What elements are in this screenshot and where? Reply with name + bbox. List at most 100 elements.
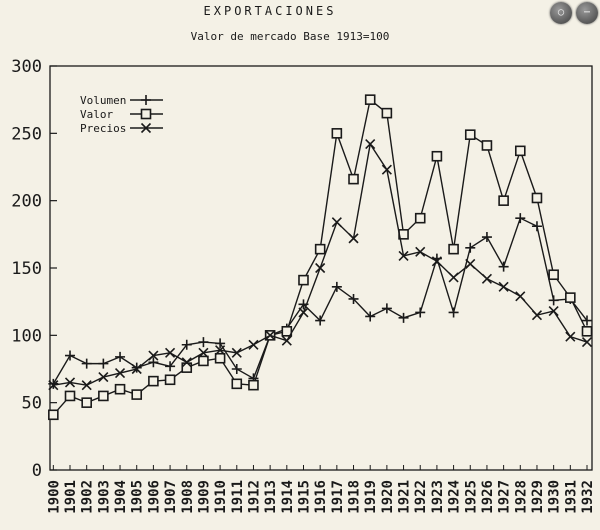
data-point-volumen [398,312,409,323]
data-point-precios [64,377,76,388]
x-tick-label: 1926 [480,480,496,514]
data-point-volumen [365,311,376,322]
data-point-volumen [381,303,392,314]
data-point-valor [214,352,226,364]
data-point-precios [465,258,476,270]
data-point-precios [248,339,259,350]
data-point-volumen [498,261,509,272]
data-point-volumen [315,315,326,326]
data-point-precios [348,233,359,244]
data-point-volumen [48,378,59,389]
legend-marker-volumen [141,95,151,105]
x-tick-label: 1923 [430,480,446,514]
data-point-volumen [481,232,492,243]
data-point-precios [331,217,342,228]
x-tick-label: 1906 [146,480,162,514]
data-point-valor [565,292,576,303]
data-point-valor [131,389,143,400]
series-line-volumen [52,217,588,385]
data-point-volumen [581,315,592,326]
x-tick-label: 1920 [380,480,396,514]
data-point-precios [415,246,426,257]
zoom-icon: ◯ [557,7,565,18]
data-point-valor [548,269,559,281]
data-point-precios [198,347,209,358]
data-point-volumen [165,361,176,372]
x-tick-label: 1929 [530,480,546,514]
data-point-precios [281,335,292,346]
data-point-precios [231,347,242,358]
x-tick-label: 1927 [497,480,513,514]
data-point-valor [348,173,359,185]
x-tick-label: 1915 [296,480,312,514]
data-point-volumen [148,357,159,368]
data-point-valor [514,145,526,157]
legend-marker-valor [140,108,152,120]
data-point-precios [181,357,192,368]
data-point-valor [81,397,92,408]
chart-subtitle: Valor de mercado Base 1913=100 [190,30,390,43]
y-tick-label: 100 [11,326,42,346]
y-tick-label: 250 [11,124,42,144]
data-point-precios [548,306,559,317]
x-tick-label: 1907 [163,480,179,514]
x-tick-label: 1910 [213,480,229,514]
data-point-precios [148,350,159,361]
x-tick-label: 1921 [397,480,413,514]
data-point-valor [498,195,509,206]
x-tick-label: 1909 [196,480,212,514]
data-point-valor [164,374,176,386]
x-tick-label: 1919 [363,480,379,514]
data-point-valor [114,383,126,395]
data-point-volumen [115,351,126,362]
x-tick-label: 1931 [563,480,579,514]
y-tick-label: 200 [11,192,42,212]
x-tick-label: 1912 [246,480,262,514]
x-tick-label: 1924 [447,480,463,514]
x-tick-label: 1904 [113,480,129,514]
data-point-volumen [531,221,542,232]
x-tick-label: 1900 [46,480,62,514]
data-point-precios [398,250,409,261]
data-point-valor [298,274,309,286]
x-tick-label: 1916 [313,480,329,514]
x-tick-label: 1902 [80,480,96,514]
data-point-valor [98,390,109,402]
x-tick-label: 1908 [180,480,196,514]
data-point-volumen [231,364,242,374]
data-point-precios [431,256,442,267]
data-point-valor [481,140,493,151]
data-point-valor [431,150,443,162]
data-point-volumen [81,358,92,369]
data-point-valor [464,129,476,140]
x-tick-label: 1918 [347,480,363,514]
data-point-volumen [98,358,109,369]
x-tick-label: 1911 [230,480,246,514]
data-point-precios [48,380,59,391]
grid-view-button[interactable]: ⋯ [576,2,598,24]
data-point-volumen [415,307,426,318]
data-point-volumen [465,242,476,253]
zoom-button[interactable]: ◯ [550,2,572,24]
data-point-volumen [65,350,76,361]
data-point-valor [281,325,293,337]
data-point-precios [165,347,176,358]
y-tick-label: 50 [22,394,42,414]
data-point-precios [114,367,126,379]
data-point-volumen [348,293,359,304]
data-point-precios [298,307,309,318]
legend-label-precios: Precios [80,122,126,135]
data-point-precios [565,331,576,342]
data-point-precios [98,372,109,383]
x-tick-label: 1922 [413,480,429,514]
x-tick-label: 1932 [580,480,596,514]
data-point-valor [414,212,426,224]
data-point-valor [148,375,159,387]
data-point-volumen [215,338,226,349]
data-point-valor [331,128,343,139]
data-point-valor [364,94,376,105]
data-point-volumen [331,281,342,292]
data-point-valor [581,325,593,337]
data-point-precios [265,330,276,341]
